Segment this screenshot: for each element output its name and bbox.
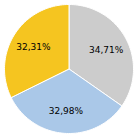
svg-text:32,98%: 32,98% <box>49 106 84 116</box>
svg-text:32,31%: 32,31% <box>16 42 51 52</box>
svg-text:34,71%: 34,71% <box>89 45 124 55</box>
